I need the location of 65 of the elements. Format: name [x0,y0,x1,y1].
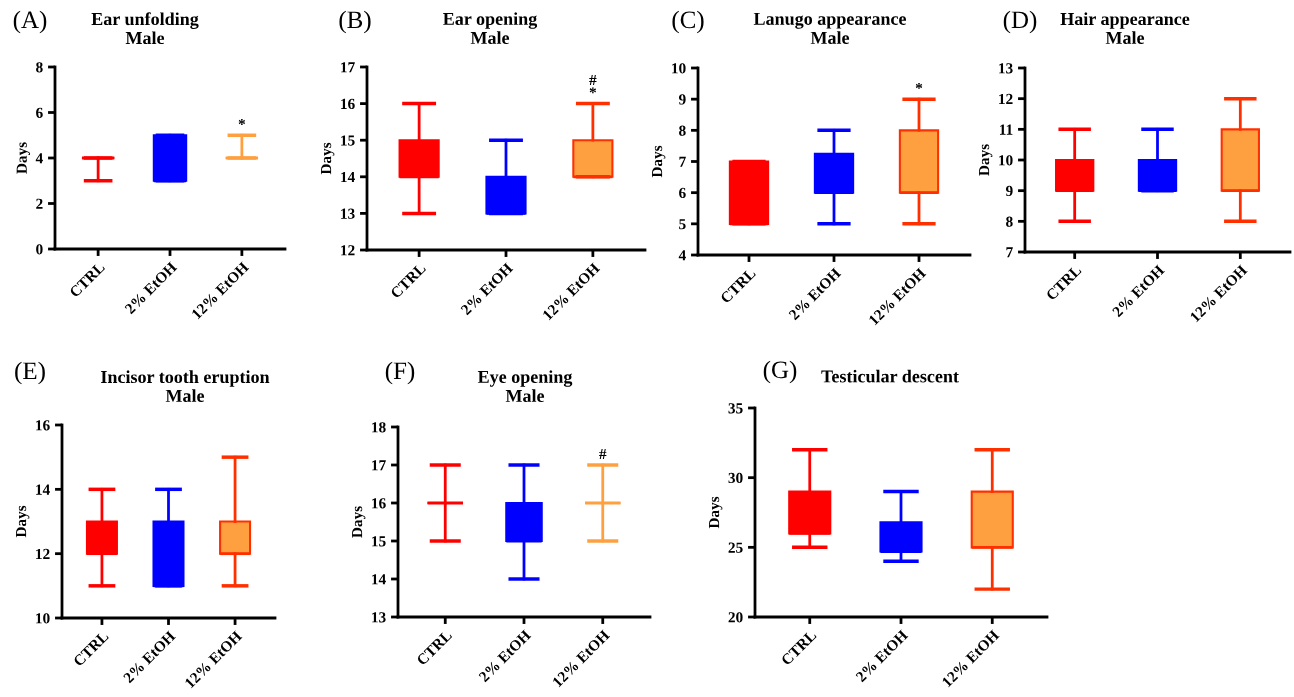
y-tick-label: 9 [678,94,686,105]
y-tick-label: 4 [35,153,43,164]
y-tick-label: 4 [678,250,686,261]
y-axis-title: Days [652,145,666,178]
y-tick-label: 12 [36,548,50,559]
text: (F) [385,361,415,385]
y-tick-label: 2 [36,198,43,209]
y-axis-title: Days [709,496,723,529]
chart-title: Eye opening Male [477,370,573,403]
y-tick-label: 0 [36,244,43,255]
y-tick-label: 25 [728,542,743,553]
y-tick-label: 30 [728,472,743,484]
y-tick-label: 14 [372,574,386,585]
y-axis-title: Days [16,142,30,174]
y-tick-label: 16 [36,420,50,431]
y-tick-label: 16 [341,98,355,110]
y-tick-label: 14 [341,172,355,183]
chart-title: Hair appearance Male [1060,12,1190,44]
text: (C) [672,10,704,34]
chart-title: Lanugo appearance Male [753,12,907,44]
text: (A) [13,10,47,34]
annotation: # [599,448,607,459]
annotation: # [589,75,597,86]
y-tick-label: 5 [679,219,686,230]
y-tick-label: 8 [679,125,686,136]
y-tick-label: 13 [999,63,1013,74]
y-axis-title: Days [352,506,366,538]
y-tick-label: 18 [372,422,386,433]
y-tick-label: 7 [679,156,686,167]
y-tick-label: 16 [372,498,386,509]
y-axis-title: Days [979,144,993,176]
chart-title: Ear opening Male [443,12,538,45]
annotation: * [589,87,597,94]
chart-title: Ear unfolding Male [91,12,199,45]
y-tick-label: 35 [728,403,743,414]
y-tick-label: 9 [1005,185,1013,197]
y-tick-label: 10 [999,155,1013,166]
y-tick-label: 10 [672,63,686,74]
text: (E) [15,361,45,385]
y-tick-label: 14 [36,484,50,495]
y-tick-label: 6 [36,107,43,118]
y-tick-label: 17 [372,460,386,471]
chart-title: Testicular descent [821,369,959,383]
annotation: * [915,83,923,89]
text: (D) [1003,10,1037,34]
y-tick-label: 8 [36,62,43,73]
text: (B) [339,10,371,34]
y-tick-label: 12 [341,245,355,256]
annotation: * [238,119,246,125]
y-tick-label: 17 [341,62,355,73]
chart-title: Incisor tooth eruption Male [101,370,270,402]
y-tick-label: 7 [1006,247,1013,258]
y-tick-label: 15 [341,135,355,146]
y-axis-title: Days [16,505,30,538]
y-tick-label: 6 [679,187,686,199]
text: (G) [763,360,797,384]
y-tick-label: 10 [36,613,50,624]
y-tick-label: 11 [999,124,1013,135]
y-tick-label: 13 [372,612,386,623]
y-tick-label: 15 [372,536,386,547]
y-tick-label: 8 [1006,216,1013,227]
y-tick-label: 12 [999,93,1013,104]
y-tick-label: 13 [341,208,355,219]
y-tick-label: 20 [728,612,743,623]
y-axis-title: Days [321,142,335,175]
